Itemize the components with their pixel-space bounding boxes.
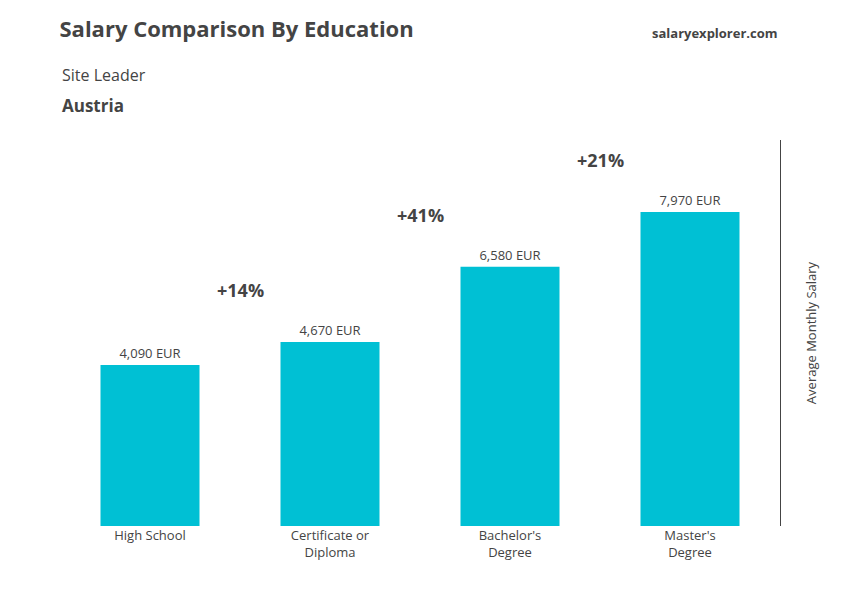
svg-text:+14%: +14% <box>217 278 264 302</box>
svg-text:6,580 EUR: 6,580 EUR <box>479 246 540 264</box>
svg-text:salaryexplorer.com: salaryexplorer.com <box>652 24 778 42</box>
svg-text:Bachelor'sDegree: Bachelor'sDegree <box>479 526 542 561</box>
svg-text:Average Monthly Salary: Average Monthly Salary <box>802 261 820 404</box>
svg-text:+21%: +21% <box>577 148 624 172</box>
svg-text:Master'sDegree: Master'sDegree <box>664 526 715 561</box>
svg-text:Salary Comparison By Education: Salary Comparison By Education <box>60 13 414 43</box>
svg-text:Site Leader: Site Leader <box>62 64 146 86</box>
svg-text:+41%: +41% <box>397 203 444 227</box>
svg-text:Certificate orDiploma: Certificate orDiploma <box>291 526 370 561</box>
svg-text:7,970 EUR: 7,970 EUR <box>659 191 720 209</box>
svg-text:4,090 EUR: 4,090 EUR <box>119 344 180 362</box>
svg-text:Austria: Austria <box>62 94 124 117</box>
svg-text:High School: High School <box>114 526 186 544</box>
svg-text:4,670 EUR: 4,670 EUR <box>299 321 360 339</box>
